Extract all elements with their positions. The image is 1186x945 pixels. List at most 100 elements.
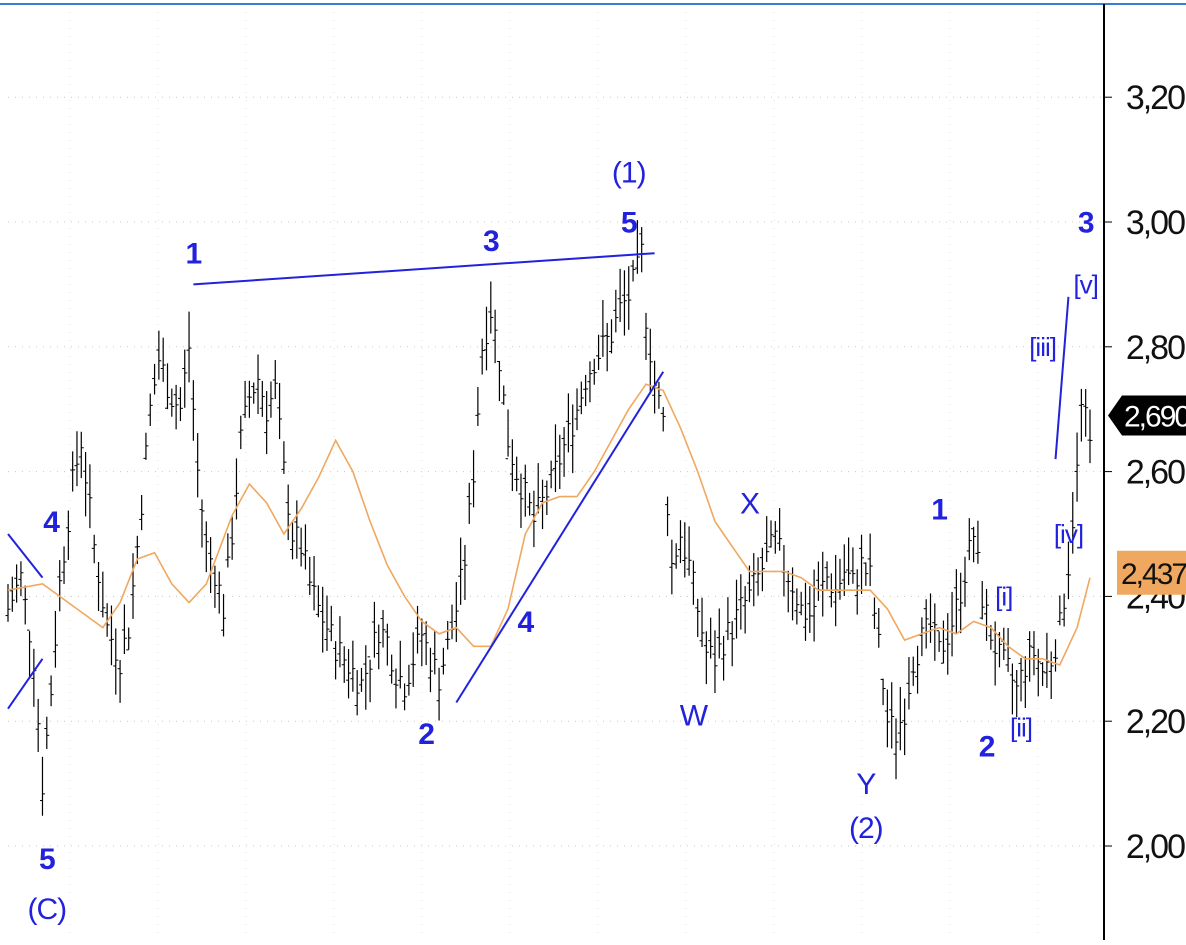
price-bar bbox=[423, 621, 429, 666]
price-bar bbox=[596, 334, 602, 370]
price-bar bbox=[436, 667, 442, 721]
price-bar bbox=[44, 716, 50, 750]
price-bar bbox=[910, 656, 916, 686]
price-bar bbox=[74, 431, 80, 487]
price-bar bbox=[5, 584, 11, 622]
price-bar bbox=[794, 588, 800, 625]
price-bar bbox=[277, 382, 283, 440]
price-bar bbox=[643, 312, 649, 361]
price-bar bbox=[902, 698, 908, 756]
price-bar bbox=[686, 526, 692, 576]
y-tick-label: 2,00 bbox=[1126, 828, 1185, 866]
price-bar bbox=[811, 569, 817, 642]
price-bar bbox=[1078, 388, 1084, 442]
price-bar bbox=[587, 361, 593, 403]
price-bar bbox=[169, 388, 175, 417]
price-bar bbox=[496, 360, 502, 402]
price-bar bbox=[1031, 631, 1037, 676]
price-bar bbox=[160, 337, 166, 382]
price-bar bbox=[328, 605, 334, 642]
price-bar bbox=[333, 641, 339, 680]
price-bar bbox=[565, 393, 571, 453]
price-bar bbox=[932, 603, 938, 661]
price-bar bbox=[371, 601, 377, 658]
price-bar bbox=[544, 480, 550, 516]
price-bar bbox=[1061, 593, 1067, 627]
price-bar bbox=[583, 374, 589, 407]
price-bar bbox=[1027, 631, 1033, 682]
price-bar bbox=[264, 391, 270, 455]
price-bar bbox=[233, 458, 239, 520]
price-bar bbox=[27, 629, 33, 678]
wave-label: [iv] bbox=[1054, 519, 1083, 549]
price-bar bbox=[22, 585, 28, 625]
price-bar bbox=[759, 547, 765, 592]
price-bar bbox=[113, 628, 119, 695]
price-bar bbox=[613, 289, 619, 333]
price-bar bbox=[164, 363, 170, 410]
price-bar bbox=[432, 630, 438, 675]
price-bar bbox=[479, 338, 485, 375]
price-bar bbox=[867, 533, 873, 587]
price-bar bbox=[729, 621, 735, 667]
price-bar bbox=[824, 561, 830, 590]
price-bar bbox=[790, 567, 796, 621]
price-bar bbox=[906, 657, 912, 710]
price-bar bbox=[1065, 541, 1071, 600]
wave-label: 4 bbox=[517, 606, 534, 639]
price-bar bbox=[936, 630, 942, 652]
price-bar bbox=[677, 520, 683, 564]
price-bar bbox=[52, 610, 58, 668]
price-bar bbox=[419, 618, 425, 667]
price-bar bbox=[535, 463, 541, 514]
price-bar bbox=[966, 518, 972, 561]
wave-label: 3 bbox=[483, 225, 499, 258]
price-bar bbox=[393, 668, 399, 709]
price-bar bbox=[475, 386, 481, 426]
price-bar bbox=[738, 574, 744, 630]
ma-price-badge: 2,437,9 bbox=[1117, 550, 1186, 595]
price-bar bbox=[988, 625, 994, 650]
price-bar bbox=[509, 439, 515, 492]
price-bar bbox=[953, 569, 959, 635]
price-bar bbox=[591, 358, 597, 385]
price-bar bbox=[14, 564, 20, 603]
price-bar bbox=[958, 572, 964, 634]
chart-frame bbox=[0, 3, 1186, 940]
price-bar bbox=[850, 547, 856, 584]
price-bar bbox=[897, 687, 903, 751]
wave-label: 5 bbox=[39, 843, 55, 876]
price-bar bbox=[177, 387, 183, 422]
price-bar bbox=[483, 306, 489, 371]
price-bar bbox=[660, 406, 666, 432]
price-bar bbox=[764, 516, 770, 562]
price-bar bbox=[772, 521, 778, 554]
price-bar bbox=[837, 558, 843, 600]
y-tick-label: 2,20 bbox=[1126, 703, 1185, 741]
price-bar bbox=[626, 266, 632, 330]
price-bar bbox=[121, 604, 127, 655]
price-bar bbox=[61, 546, 67, 585]
price-bar bbox=[1040, 662, 1046, 686]
price-bar bbox=[186, 311, 192, 383]
price-bar bbox=[354, 670, 360, 716]
wave-label: 3 bbox=[1078, 207, 1094, 240]
price-bar bbox=[384, 623, 390, 666]
price-bar bbox=[445, 620, 451, 650]
price-bar bbox=[1048, 651, 1054, 699]
price-bar bbox=[630, 259, 636, 282]
price-bar bbox=[673, 543, 679, 569]
price-bar bbox=[940, 620, 946, 664]
price-bar bbox=[152, 363, 158, 395]
last-price-badge-shape bbox=[1108, 395, 1186, 436]
price-bar bbox=[1018, 657, 1024, 702]
price-bar bbox=[294, 500, 300, 559]
price-bar bbox=[1035, 648, 1041, 697]
wave-label: 2 bbox=[418, 718, 434, 751]
price-bar bbox=[690, 560, 696, 605]
moving-average-line bbox=[7, 383, 1091, 667]
wave-label: Y bbox=[856, 768, 876, 801]
price-bar bbox=[617, 268, 623, 323]
price-bar bbox=[695, 598, 701, 638]
